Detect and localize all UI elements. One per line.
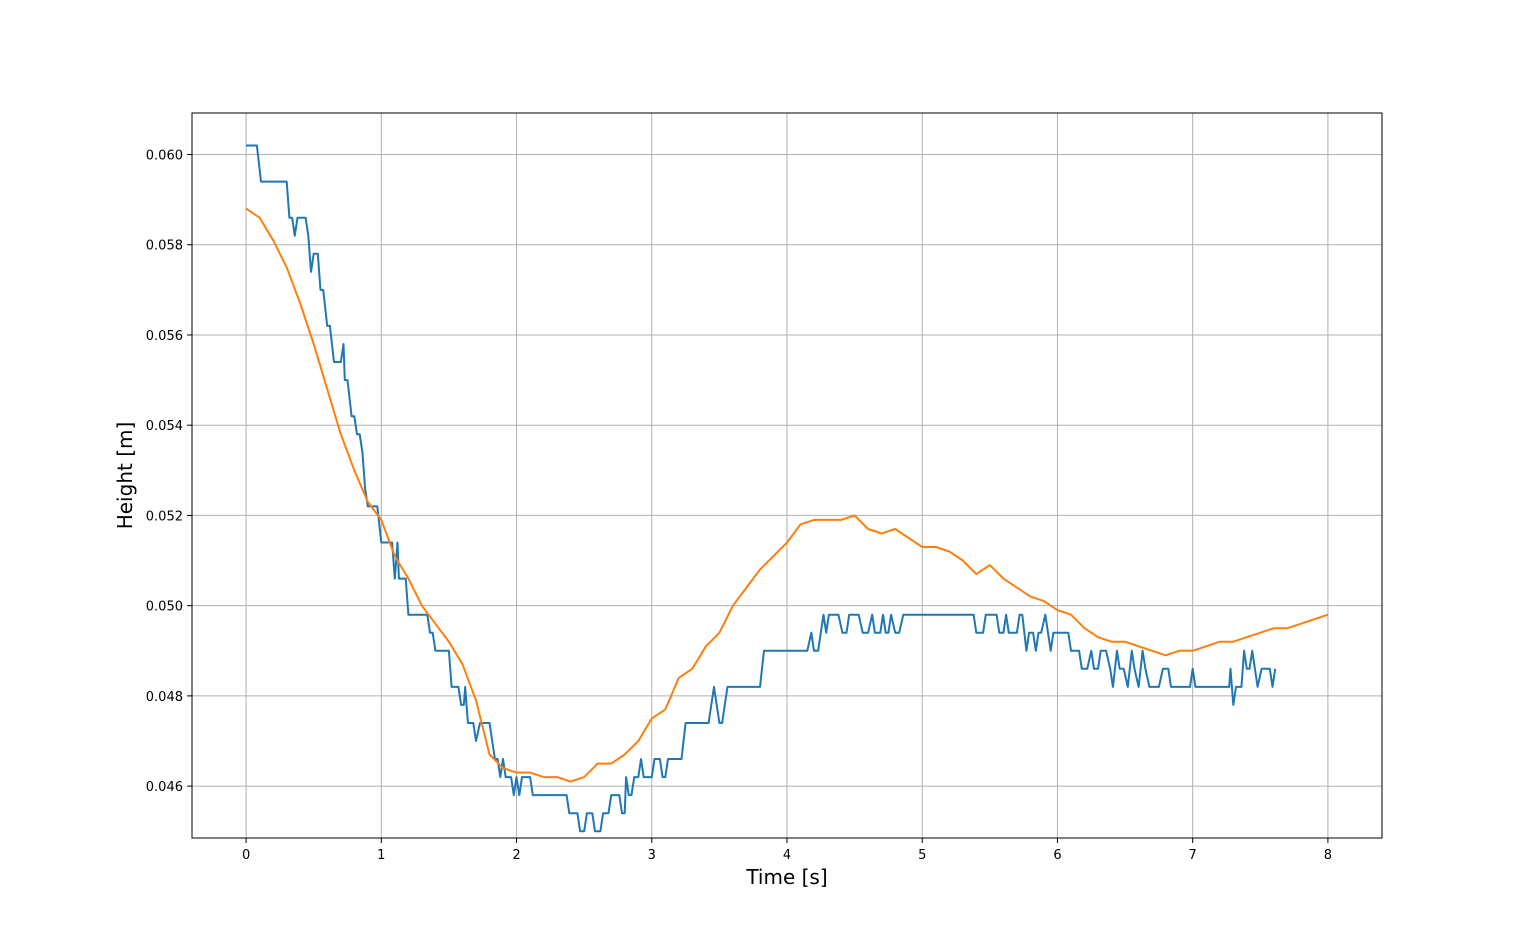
series-line-2: [245, 207, 1329, 783]
x-axis: 0 1 2 3 4 5 6 7 8: [242, 838, 1332, 863]
x-tick-label: 3: [648, 848, 656, 863]
x-tick-label: 0: [242, 848, 250, 863]
x-tick-label: 5: [918, 848, 926, 863]
y-tick-label: 0.058: [146, 239, 183, 254]
x-tick-label: 2: [512, 848, 520, 863]
y-axis-title: Height [m]: [113, 422, 137, 530]
y-tick-label: 0.050: [146, 600, 183, 615]
y-tick-label: 0.048: [146, 690, 183, 705]
y-tick-label: 0.054: [146, 419, 183, 434]
x-tick-label: 1: [377, 848, 385, 863]
x-tick-label: 6: [1053, 848, 1061, 863]
x-tick-label: 7: [1189, 848, 1197, 863]
x-tick-label: 8: [1324, 848, 1332, 863]
y-tick-label: 0.056: [146, 329, 183, 344]
y-tick-label: 0.052: [146, 509, 183, 524]
x-axis-title: Time [s]: [745, 865, 827, 889]
y-tick-label: 0.060: [146, 149, 183, 164]
y-axis: 0.046 0.048 0.050 0.052 0.054 0.056 0.058 0.060: [146, 149, 192, 795]
y-tick-label: 0.046: [146, 780, 183, 795]
series-layer: [245, 144, 1329, 833]
grid: [192, 113, 1382, 838]
x-tick-label: 4: [783, 848, 791, 863]
series-line-1: [246, 144, 1277, 833]
